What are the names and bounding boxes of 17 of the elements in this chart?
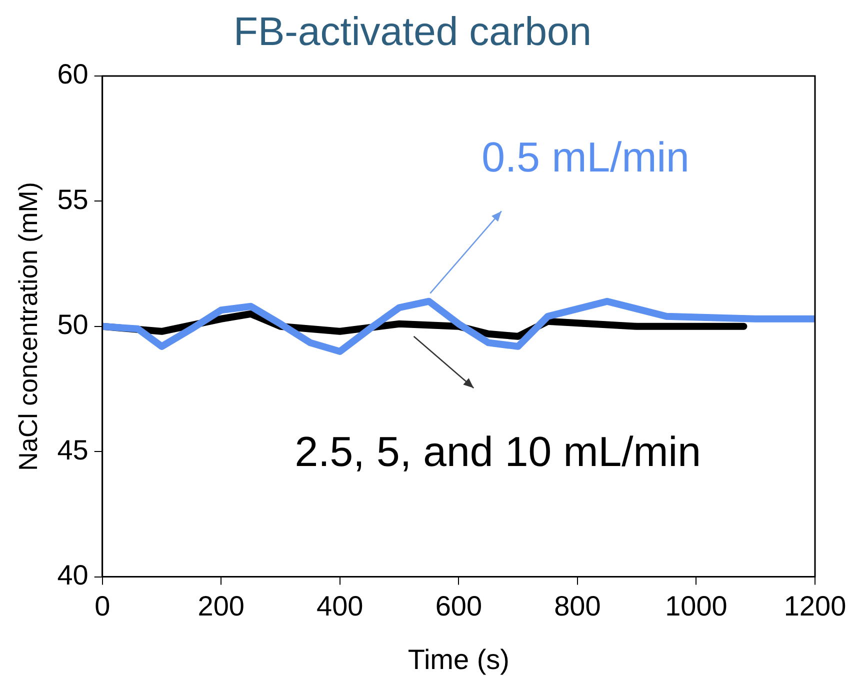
annotation: 2.5, 5, and 10 mL/min — [294, 428, 701, 476]
y-tick-label: 45 — [57, 434, 88, 466]
y-tick-label: 55 — [57, 184, 88, 215]
x-axis-title: Time (s) — [408, 644, 510, 675]
y-axis-title: NaCl concentration (mM) — [12, 182, 43, 471]
chart-title: FB-activated carbon — [234, 10, 592, 54]
y-tick-label: 60 — [57, 58, 88, 90]
x-tick-label: 0 — [94, 590, 110, 622]
x-tick-label: 600 — [435, 590, 482, 622]
annotation: 0.5 mL/min — [482, 134, 690, 181]
y-tick-label: 40 — [57, 560, 88, 591]
x-tick-label: 200 — [198, 590, 244, 622]
x-tick-label: 400 — [316, 590, 364, 622]
x-tick-label: 800 — [554, 590, 601, 622]
x-tick-label: 1000 — [665, 590, 728, 622]
y-tick-label: 50 — [57, 309, 88, 340]
x-tick-label: 1200 — [784, 590, 846, 622]
